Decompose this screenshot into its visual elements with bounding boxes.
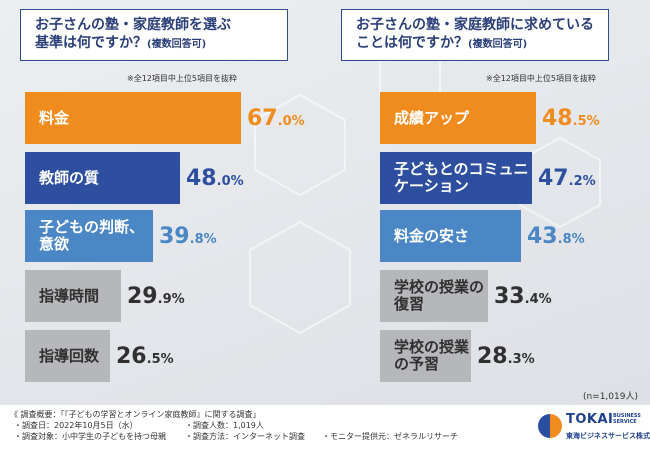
right-chart-title-box: お子さんの塾・家庭教師に求めている ことは何ですか？(複数回答可): [341, 9, 609, 61]
bar: 学校の授業の予習: [380, 330, 471, 382]
survey-method: ・調査方法：インターネット調査: [185, 432, 305, 441]
bar-value-decimal: .0%: [216, 173, 244, 189]
bar-value-decimal: .3%: [507, 351, 535, 367]
bar-value-label: 67.0%: [247, 92, 305, 144]
logo-name: TOKAI: [566, 412, 614, 427]
left-chart-title-box: お子さんの塾・家庭教師を選ぶ 基準は何ですか？(複数回答可): [20, 9, 288, 61]
left-chart-title-line1: お子さんの塾・家庭教師を選ぶ: [35, 17, 231, 33]
bar-value-integer: 33: [494, 283, 525, 309]
bar-value-integer: 48: [542, 105, 573, 131]
bar: 子どもの判断、意欲: [25, 210, 153, 262]
bar-value-label: 39.8%: [159, 210, 217, 262]
bar: 子どもとのコミュニケーション: [380, 152, 532, 204]
bar-value-integer: 26: [116, 343, 147, 369]
bar: 学校の授業の復習: [380, 270, 488, 322]
survey-title: 《 調査概要：「『子どもの学習とオンライン家庭教師』に関する調査」: [10, 410, 261, 419]
bar-value-integer: 67: [247, 105, 278, 131]
logo-sub: BUSINESS SERVICE: [613, 413, 641, 425]
sample-size-note: (n=1,019人): [582, 392, 638, 402]
survey-provider: ・モニター提供元：ゼネラルリサーチ: [322, 432, 458, 441]
left-chart-title-sub: (複数回答可): [147, 39, 207, 50]
bar-value-decimal: .9%: [157, 291, 185, 307]
logo-company-jp: 東海ビジネスサービス株式会社: [566, 432, 650, 440]
bar-category-label: 子どもの判断、意欲: [39, 218, 145, 253]
bar: 料金: [25, 92, 241, 144]
bar-category-label: 料金の安さ: [394, 226, 470, 245]
bar-category-label: 成績アップ: [394, 108, 470, 127]
bar-value-label: 48.5%: [542, 92, 600, 144]
bar-value-integer: 28: [477, 343, 508, 369]
bar-value-label: 48.0%: [186, 152, 244, 204]
bar: 教師の質: [25, 152, 180, 204]
bar-category-label: 指導時間: [39, 286, 100, 305]
right-chart-title-line1: お子さんの塾・家庭教師に求めている: [356, 17, 594, 33]
bar-category-label: 指導回数: [39, 346, 100, 365]
bar: 指導時間: [25, 270, 121, 322]
bar-value-label: 33.4%: [494, 270, 552, 322]
bar-category-label: 料金: [39, 108, 70, 127]
footer: 《 調査概要：「『子どもの学習とオンライン家庭教師』に関する調査」 ・調査日：2…: [0, 405, 650, 450]
bar-value-integer: 29: [127, 283, 158, 309]
bar-value-decimal: .2%: [568, 173, 596, 189]
bar-category-label: 教師の質: [39, 168, 100, 187]
bar-value-decimal: .5%: [146, 351, 174, 367]
bar-value-decimal: .4%: [524, 291, 552, 307]
bar-value-label: 26.5%: [116, 330, 174, 382]
company-logo: TOKAI BUSINESS SERVICE 東海ビジネスサービス株式会社: [538, 411, 650, 445]
bar-value-label: 43.8%: [527, 210, 585, 262]
bar-value-integer: 43: [527, 223, 558, 249]
bar-value-integer: 39: [159, 223, 190, 249]
bar: 料金の安さ: [380, 210, 521, 262]
survey-count: ・調査人数：1,019人: [185, 421, 264, 430]
right-chart-note: ※全12項目中上位5項目を抜粋: [486, 74, 596, 83]
bar-value-decimal: .8%: [189, 231, 217, 247]
bar-value-integer: 48: [186, 165, 217, 191]
bar-value-label: 28.3%: [477, 330, 535, 382]
bar-value-decimal: .8%: [557, 231, 585, 247]
bar-value-decimal: .5%: [572, 113, 600, 129]
bar-category-label: 学校の授業の復習: [394, 278, 485, 313]
bar-value-integer: 47: [538, 165, 569, 191]
right-chart-title-sub: (複数回答可): [468, 39, 528, 50]
survey-date: ・調査日：2022年10月5日（水）: [14, 421, 138, 430]
left-chart-note: ※全12項目中上位5項目を抜粋: [127, 74, 237, 83]
bar-value-label: 29.9%: [127, 270, 185, 322]
bar-category-label: 子どもとのコミュニケーション: [394, 160, 529, 195]
bar: 成績アップ: [380, 92, 536, 144]
bar-value-decimal: .0%: [277, 113, 305, 129]
right-chart-title-line2: ことは何ですか？: [356, 35, 468, 51]
logo-mark-icon: [538, 414, 562, 438]
survey-target: ・調査対象：小中学生の子どもを持つ母親: [14, 432, 166, 441]
bar-category-label: 学校の授業の予習: [394, 338, 470, 373]
bar: 指導回数: [25, 330, 110, 382]
left-chart-title-line2: 基準は何ですか？: [35, 35, 147, 51]
bar-value-label: 47.2%: [538, 152, 596, 204]
